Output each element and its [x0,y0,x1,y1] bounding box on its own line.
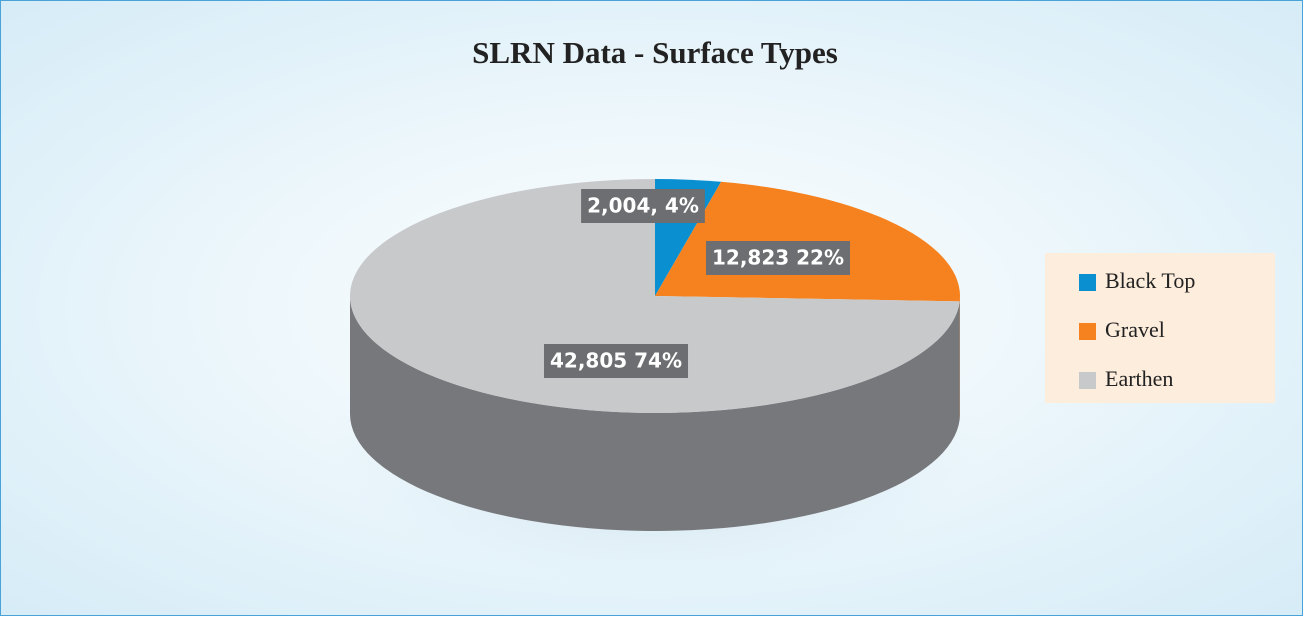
legend-swatch [1079,372,1096,389]
chart-title: SLRN Data - Surface Types [472,35,838,70]
legend-swatch [1079,274,1096,291]
data-label: 2,004, 4% [587,194,699,218]
data-label: 12,823 22% [712,246,844,270]
legend-label: Black Top [1105,268,1195,293]
data-label: 42,805 74% [550,349,682,373]
legend-label: Gravel [1105,317,1165,342]
legend-swatch [1079,323,1096,340]
legend-label: Earthen [1105,366,1173,391]
